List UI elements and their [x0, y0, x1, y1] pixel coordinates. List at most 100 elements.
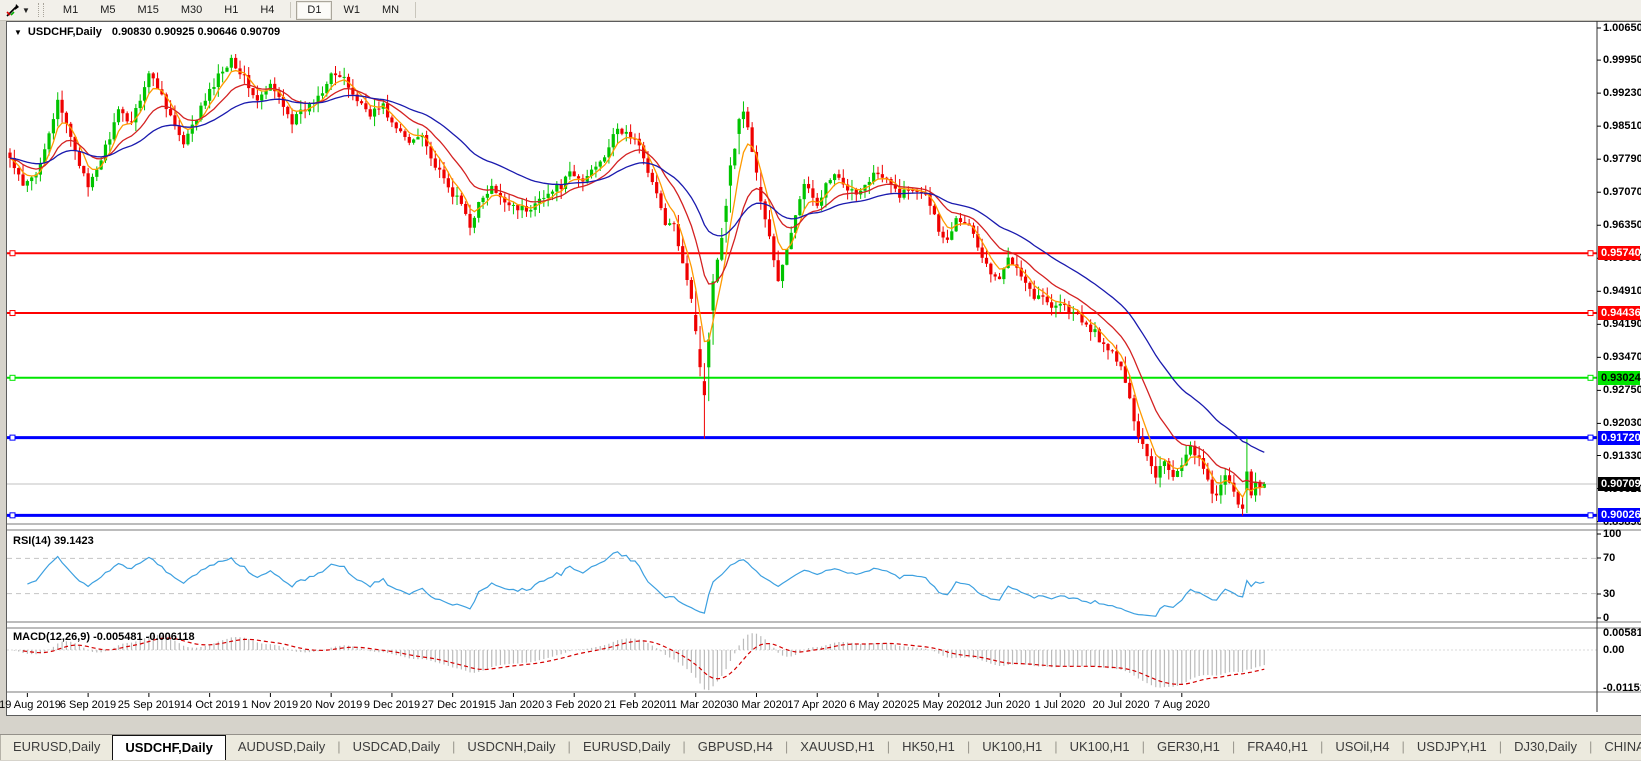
- tab-eurusd-daily-1[interactable]: EURUSD,Daily: [13, 739, 101, 754]
- rsi-level: 70: [1603, 552, 1616, 564]
- toolbar-grip[interactable]: [37, 3, 44, 17]
- chart-header: ▼ USDCHF,Daily 0.90830 0.90925 0.90646 0.9…: [14, 26, 280, 38]
- date-label: 19 Aug 2019: [0, 699, 61, 711]
- line-studies-icon[interactable]: [3, 2, 21, 18]
- rsi-level: 100: [1603, 528, 1622, 540]
- tab-gbpusd-h4[interactable]: GBPUSD,H4: [697, 739, 773, 754]
- price-tick: 0.94910: [1603, 285, 1641, 297]
- macd-level: 0.00: [1603, 644, 1625, 656]
- chart-title: USDCHF,Daily: [27, 26, 102, 38]
- tf-button-w1[interactable]: W1: [343, 3, 360, 16]
- tab-separator: |: [337, 739, 341, 754]
- date-label: 14 Oct 2019: [180, 699, 240, 711]
- tf-button-h4[interactable]: H4: [260, 3, 275, 16]
- top-toolbar: ▼ M1 M5 M15 M30 H1 H4 D1 W1 MN: [0, 0, 1641, 21]
- tab-dj30-daily[interactable]: DJ30,Daily: [1514, 739, 1577, 754]
- rsi-label: RSI(14) 39.1423: [13, 535, 94, 547]
- price-tick: 0.93470: [1603, 351, 1641, 363]
- price-tick: 0.98510: [1603, 120, 1641, 132]
- price-tick: 0.96350: [1603, 219, 1641, 231]
- tab-usdcnh-daily[interactable]: USDCNH,Daily: [467, 739, 556, 754]
- tf-button-m5[interactable]: M5: [100, 3, 116, 16]
- tab-fra40-h1[interactable]: FRA40,H1: [1247, 739, 1308, 754]
- chart-tab-bar: EURUSD,Daily USDCHF,Daily AUDUSD,Daily | …: [0, 734, 1641, 760]
- price-tick: 0.91330: [1603, 450, 1641, 462]
- date-label: 6 Sep 2019: [59, 699, 117, 711]
- price-tick: 0.92030: [1603, 417, 1641, 429]
- tab-usdchf-daily[interactable]: USDCHF,Daily: [112, 735, 226, 760]
- date-label: 20 Nov 2019: [299, 699, 363, 711]
- tab-uk100-h1-2[interactable]: UK100,H1: [1069, 739, 1130, 754]
- tab-uk100-h1-1[interactable]: UK100,H1: [982, 739, 1043, 754]
- tab-separator: |: [1231, 739, 1236, 754]
- tab-usdcad-daily[interactable]: USDCAD,Daily: [352, 739, 441, 754]
- tab-ger30-h1[interactable]: GER30,H1: [1156, 739, 1220, 754]
- price-tick: 0.94190: [1603, 318, 1641, 330]
- price-tag-support-blue-2: 0.90026: [1598, 508, 1641, 522]
- tf-button-mn[interactable]: MN: [381, 3, 400, 16]
- date-label: 30 Mar 2020: [726, 699, 788, 711]
- toolbar-divider: [415, 2, 417, 18]
- tf-button-d1[interactable]: D1: [296, 0, 333, 20]
- date-label: 17 Apr 2020: [787, 699, 847, 711]
- tab-hk50-h1[interactable]: HK50,H1: [902, 739, 955, 754]
- date-label: 6 May 2020: [849, 699, 907, 711]
- date-label: 15 Jan 2020: [483, 699, 545, 711]
- date-label: 11 Mar 2020: [665, 699, 727, 711]
- toolbar-divider: [290, 2, 292, 18]
- tab-separator: |: [682, 739, 686, 754]
- macd-label: MACD(12,26,9) -0.005481 -0.006118: [13, 631, 195, 643]
- tab-separator: |: [784, 739, 789, 754]
- price-tick: 0.97070: [1603, 186, 1641, 198]
- tab-usdjpy-h1[interactable]: USDJPY,H1: [1416, 739, 1487, 754]
- tab-usoil-h4[interactable]: USOil,H4: [1335, 739, 1390, 754]
- price-tick: 0.92750: [1603, 384, 1641, 396]
- tf-button-m15[interactable]: M15: [137, 3, 159, 16]
- tab-separator: |: [886, 739, 891, 754]
- tab-separator: |: [1401, 739, 1405, 754]
- price-tick: 0.97790: [1603, 153, 1641, 165]
- date-label: 27 Dec 2019: [421, 699, 485, 711]
- price-tag-support-blue-1: 0.91720: [1598, 431, 1641, 445]
- collapse-triangle-icon[interactable]: ▼: [14, 28, 22, 37]
- date-label: 1 Jul 2020: [1034, 699, 1086, 711]
- tab-separator: |: [1141, 739, 1145, 754]
- tab-audusd-daily[interactable]: AUDUSD,Daily: [237, 739, 326, 754]
- date-label: 1 Nov 2019: [241, 699, 299, 711]
- toolbar-caret-icon[interactable]: ▼: [22, 5, 30, 15]
- price-tag-resistance-2: 0.94436: [1598, 306, 1641, 320]
- macd-level: -0.011514: [1603, 682, 1641, 694]
- tab-separator: |: [1589, 739, 1593, 754]
- tab-separator: |: [1319, 739, 1324, 754]
- tab-china300-h1[interactable]: CHINA300,H1: [1604, 739, 1641, 754]
- price-tick: 0.99950: [1603, 54, 1641, 66]
- macd-level: 0.005818: [1603, 627, 1641, 639]
- date-label: 7 Aug 2020: [1154, 699, 1210, 711]
- date-label: 21 Feb 2020: [604, 699, 666, 711]
- price-tag-current: 0.90709: [1598, 477, 1641, 491]
- tf-button-h1[interactable]: H1: [224, 3, 239, 16]
- price-tick: 0.99230: [1603, 87, 1641, 99]
- rsi-level: 0: [1603, 612, 1610, 624]
- date-label: 3 Feb 2020: [546, 699, 602, 711]
- tf-button-m30[interactable]: M30: [180, 3, 203, 16]
- rsi-level: 30: [1603, 588, 1616, 600]
- tab-eurusd-daily-2[interactable]: EURUSD,Daily: [582, 739, 671, 754]
- tab-separator: |: [966, 739, 971, 754]
- date-label: 25 May 2020: [907, 699, 971, 711]
- date-label: 12 Jun 2020: [969, 699, 1031, 711]
- chart-ohlc-values: 0.90830 0.90925 0.90646 0.90709: [111, 26, 281, 38]
- date-label: 25 Sep 2019: [117, 699, 181, 711]
- tab-bar-lead: [0, 735, 1, 760]
- chart-window: [6, 21, 1641, 716]
- tf-button-m1[interactable]: M1: [62, 3, 79, 16]
- date-label: 20 Jul 2020: [1092, 699, 1150, 711]
- price-tick: 1.00650: [1603, 22, 1641, 34]
- date-label: 9 Dec 2019: [363, 699, 421, 711]
- tab-separator: |: [1498, 739, 1503, 754]
- tab-separator: |: [567, 739, 571, 754]
- tab-separator: |: [452, 739, 456, 754]
- tab-xauusd-h1[interactable]: XAUUSD,H1: [800, 739, 875, 754]
